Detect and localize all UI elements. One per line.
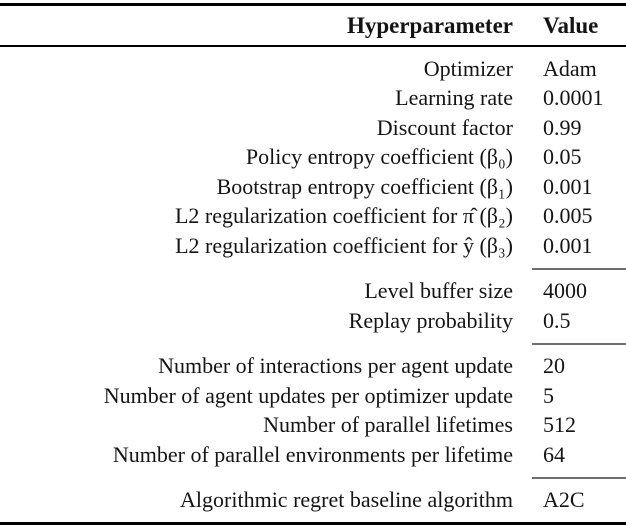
row-param-cell: Bootstrap entropy coefficient (β₁): [216, 173, 513, 199]
row-value-cell: 5: [543, 382, 554, 408]
column-header-value: Value: [543, 12, 599, 38]
table-row: Discount factor 0.99: [0, 113, 626, 143]
table-section: Level buffer size 4000 Replay probability 0…: [0, 270, 626, 343]
row-value-cell: 0.001: [543, 232, 593, 258]
table-section: Number of interactions per agent update 2…: [0, 345, 626, 477]
column-header-hyperparameter: Hyperparameter: [346, 12, 513, 38]
row-param-cell: Number of parallel environments per life…: [112, 441, 513, 467]
row-value-cell: Adam: [543, 55, 597, 81]
table-body: Optimizer Adam Learning rate 0.0001 Discount…: [0, 47, 626, 522]
row-param-cell: Optimizer: [423, 55, 513, 81]
row-param-cell: Discount factor: [376, 114, 513, 140]
table-row: Learning rate 0.0001: [0, 84, 626, 114]
table-row: Algorithmic regret baseline algorithm A2C: [0, 486, 626, 516]
section-divider-rule: [532, 267, 626, 270]
section-divider-rule: [532, 476, 626, 479]
table-row: Bootstrap entropy coefficient (β₁) 0.001: [0, 172, 626, 202]
table-section: Algorithmic regret baseline algorithm A2C: [0, 479, 626, 523]
row-param-cell: Policy entropy coefficient (β₀): [245, 144, 513, 170]
row-value-cell: 0.5: [543, 307, 571, 333]
row-value-cell: A2C: [543, 487, 585, 513]
row-param-cell: L2 regularization coefficient for ŷ (β₃): [175, 232, 513, 258]
row-param-cell: Number of agent updates per optimizer up…: [103, 382, 513, 408]
row-value-cell: 0.05: [543, 144, 582, 170]
table-row: Level buffer size 4000: [0, 277, 626, 307]
row-param-cell: Number of parallel lifetimes: [263, 412, 513, 438]
table-row: Policy entropy coefficient (β₀) 0.05: [0, 143, 626, 173]
row-value-cell: 512: [543, 412, 576, 438]
bottom-rule: [0, 522, 626, 525]
row-value-cell: 0.001: [543, 173, 593, 199]
row-param-cell: L2 regularization coefficient for π̂ (β₂…: [174, 203, 513, 229]
table-row: Number of parallel lifetimes 512: [0, 411, 626, 441]
table-row: Number of interactions per agent update 2…: [0, 352, 626, 382]
table-row: L2 regularization coefficient for π̂ (β₂…: [0, 202, 626, 232]
table-row: Replay probability 0.5: [0, 306, 626, 336]
row-param-cell: Algorithmic regret baseline algorithm: [180, 487, 513, 513]
table-header-row: Hyperparameter Value: [0, 6, 626, 45]
table-section: Optimizer Adam Learning rate 0.0001 Discount…: [0, 47, 626, 268]
row-value-cell: 0.99: [543, 114, 582, 140]
top-rule: [0, 3, 626, 6]
row-value-cell: 0.005: [543, 203, 593, 229]
table-row: Optimizer Adam: [0, 54, 626, 84]
row-value-cell: 64: [543, 441, 565, 467]
table-row: Number of agent updates per optimizer up…: [0, 381, 626, 411]
header-rule: [0, 45, 626, 47]
section-divider-rule: [532, 342, 626, 345]
row-param-cell: Learning rate: [395, 85, 513, 111]
row-value-cell: 0.0001: [543, 85, 604, 111]
row-param-cell: Replay probability: [348, 307, 513, 333]
row-value-cell: 4000: [543, 278, 587, 304]
row-param-cell: Level buffer size: [364, 278, 513, 304]
table-row: L2 regularization coefficient for ŷ (β₃)…: [0, 231, 626, 261]
table-row: Number of parallel environments per life…: [0, 440, 626, 470]
row-param-cell: Number of interactions per agent update: [158, 353, 513, 379]
row-value-cell: 20: [543, 353, 565, 379]
